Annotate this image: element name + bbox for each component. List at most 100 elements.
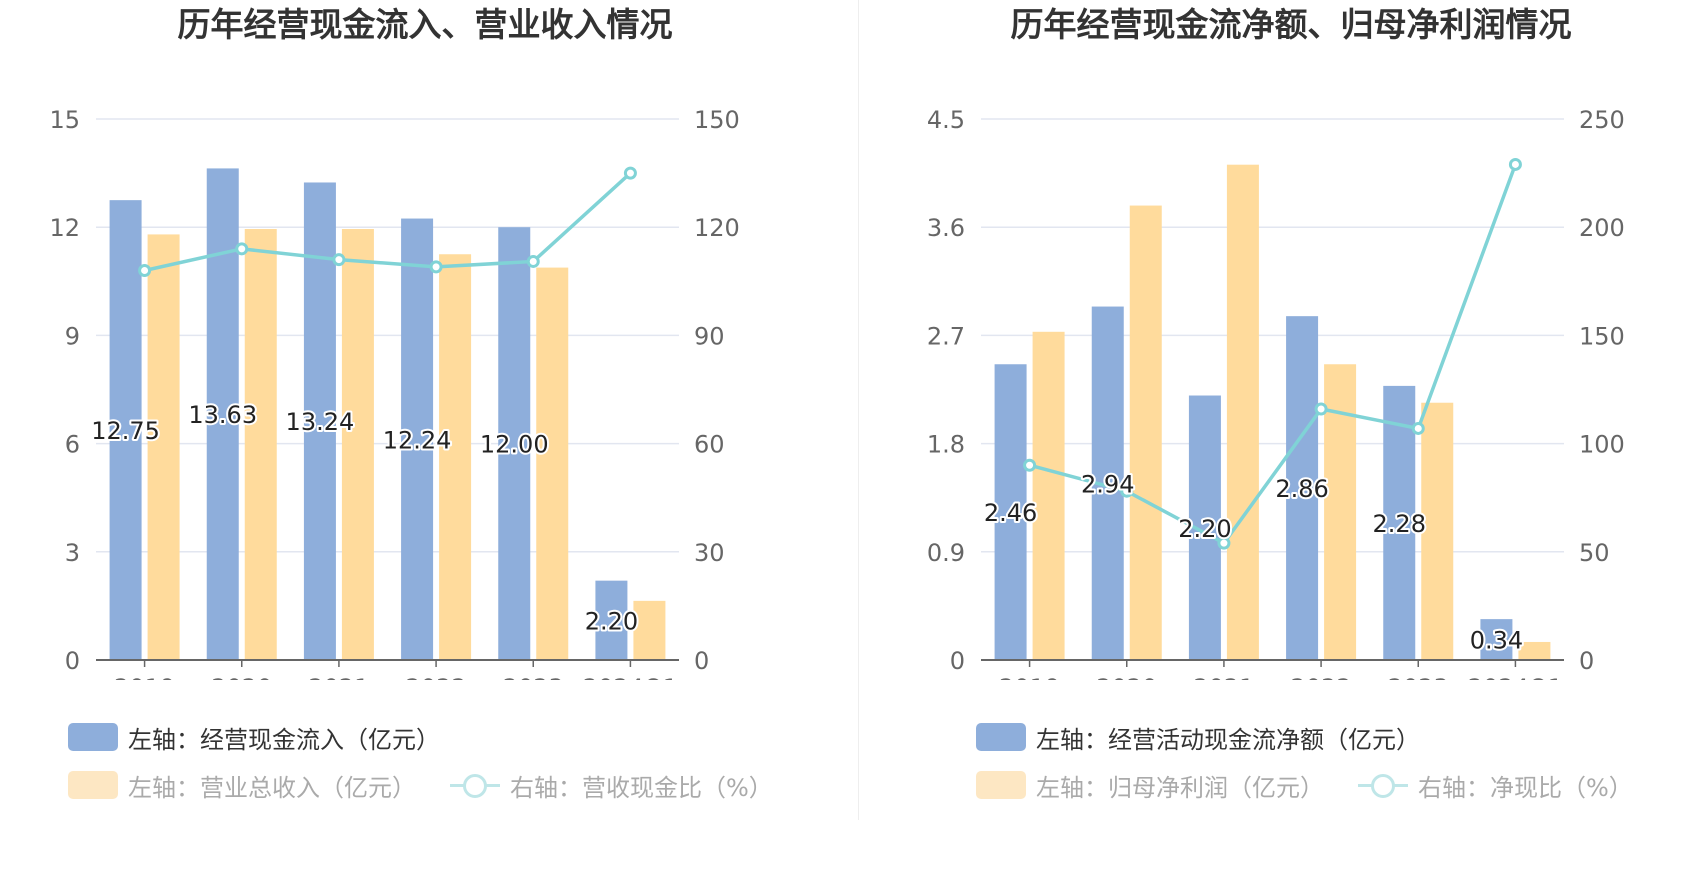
x-axis-tick-label: 2020: [1096, 674, 1157, 680]
bar-2020-series2[interactable]: [1129, 205, 1162, 660]
ratio-point-2021[interactable]: [1217, 536, 1231, 550]
ratio-point-2024Q1[interactable]: [623, 166, 637, 180]
left-legend-ratio[interactable]: 右轴：营收现金比（%）: [450, 768, 773, 803]
bar-2021-series2[interactable]: [341, 229, 374, 660]
x-axis-tick-label: 2022: [406, 674, 467, 680]
ratio-point-2019[interactable]: [1023, 458, 1037, 472]
legend-label: 左轴：经营现金流入（亿元）: [128, 725, 440, 754]
data-label-2024Q1: 2.20: [585, 607, 638, 635]
right-axis-tick-label: 0: [694, 647, 709, 675]
right-axis-tick-label: 100: [1579, 431, 1625, 459]
data-label-2023: 2.28: [1373, 510, 1426, 538]
ratio-point-2023[interactable]: [1411, 421, 1425, 435]
x-axis-tick-label: 2024Q1: [1468, 674, 1563, 680]
ratio-line: [144, 171, 632, 273]
right-legend-ratio[interactable]: 右轴：净现比（%）: [1358, 768, 1633, 803]
right-axis-tick-label: 90: [694, 322, 725, 350]
legend-label: 右轴：营收现金比（%）: [510, 773, 773, 802]
bar-2021-series2[interactable]: [1226, 164, 1259, 660]
right-axis-tick-label: 150: [1579, 322, 1625, 350]
x-axis-tick-label: 2019: [114, 674, 175, 680]
legend-swatch-blue: [68, 723, 118, 751]
right-legend-row-1: 左轴：经营活动现金流净额（亿元）: [976, 720, 1454, 755]
left-axis-tick-label: 9: [65, 322, 80, 350]
left-chart-title: 历年经营现金流入、营业收入情况: [177, 5, 673, 44]
bar-2024Q1-series2[interactable]: [1518, 641, 1551, 660]
bar-2023-series2[interactable]: [536, 267, 569, 660]
ratio-point-2022[interactable]: [1314, 402, 1328, 416]
ratio-point-2020[interactable]: [1120, 484, 1134, 498]
left-axis-tick-label: 6: [65, 431, 80, 459]
bar-2020-series2[interactable]: [244, 229, 277, 660]
right-legend-net-cash[interactable]: 左轴：经营活动现金流净额（亿元）: [976, 720, 1420, 755]
bar-2019-series1[interactable]: [994, 364, 1027, 660]
legend-swatch-orange: [976, 771, 1026, 799]
bar-2019-series2[interactable]: [1032, 331, 1065, 660]
data-label-2024Q1: 0.34: [1470, 627, 1523, 655]
bar-2021-series1[interactable]: [303, 182, 336, 660]
bar-2022-series2[interactable]: [439, 254, 472, 660]
data-label-2019: 2.46: [984, 499, 1037, 527]
right-axis-tick-label: 60: [694, 431, 725, 459]
bar-2024Q1-series1[interactable]: [1480, 619, 1513, 660]
right-axis-tick-label: 120: [694, 214, 740, 242]
bar-2023-series2[interactable]: [1421, 402, 1454, 660]
right-axis-tick-label: 0: [1579, 647, 1594, 675]
x-axis-tick-label: 2022: [1291, 674, 1352, 680]
ratio-point-2020[interactable]: [235, 242, 249, 256]
x-axis-tick-label: 2020: [211, 674, 272, 680]
bar-2024Q1-series2[interactable]: [633, 600, 666, 660]
bar-2019-series1[interactable]: [109, 200, 142, 660]
bar-2022-series1[interactable]: [1286, 316, 1319, 660]
data-label-2022: 12.24: [383, 426, 452, 454]
left-legend-cash-inflow[interactable]: 左轴：经营现金流入（亿元）: [68, 720, 440, 755]
left-axis-tick-label: 12: [49, 214, 80, 242]
left-axis-tick-label: 0.9: [927, 539, 965, 567]
left-chart-panel: 历年经营现金流入、营业收入情况 0 0 3 30 6 60 9 90 12 120 15 150 201…: [49, 5, 773, 803]
ratio-line: [1029, 163, 1518, 546]
left-axis-tick-label: 4.5: [927, 106, 965, 134]
legend-label: 左轴：经营活动现金流净额（亿元）: [1036, 725, 1420, 754]
bar-2023-series1[interactable]: [498, 227, 531, 660]
right-axis-tick-label: 200: [1579, 214, 1625, 242]
ratio-point-2021[interactable]: [332, 253, 346, 267]
x-axis-tick-label: 2023: [503, 674, 564, 680]
right-axis-tick-label: 250: [1579, 106, 1625, 134]
right-legend-row-2: 左轴：归母净利润（亿元） 右轴：净现比（%）: [976, 768, 1667, 803]
x-axis-tick-label: 2021: [308, 674, 369, 680]
data-label-2021: 2.20: [1178, 515, 1231, 543]
x-axis-tick-label: 2019: [999, 674, 1060, 680]
left-axis-tick-label: 3: [65, 539, 80, 567]
right-chart-plot: 0 0 0.9 50 1.8 100 2.7 150 3.6 200 4.5 250 2019 2020 2…: [927, 106, 1625, 680]
bar-2022-series2[interactable]: [1324, 364, 1357, 660]
x-axis-tick-label: 2023: [1388, 674, 1449, 680]
right-axis-tick-label: 150: [694, 106, 740, 134]
bar-2022-series1[interactable]: [401, 218, 434, 660]
right-axis-tick-label: 30: [694, 539, 725, 567]
left-axis-tick-label: 3.6: [927, 214, 965, 242]
data-label-2020: 2.94: [1081, 470, 1134, 498]
panel-divider: [858, 0, 859, 820]
legend-line-circle-icon: [1358, 771, 1408, 799]
data-label-2022: 2.86: [1275, 475, 1328, 503]
left-chart-plot: 0 0 3 30 6 60 9 90 12 120 15 150 2019 2020 2021 2022 202…: [49, 106, 740, 680]
left-axis-tick-label: 2.7: [927, 322, 965, 350]
bar-2023-series1[interactable]: [1383, 385, 1416, 660]
data-label-2023: 12.00: [480, 431, 549, 459]
legend-label: 左轴：营业总收入（亿元）: [128, 773, 416, 802]
bar-2024Q1-series1[interactable]: [595, 580, 628, 660]
legend-label: 右轴：净现比（%）: [1418, 773, 1633, 802]
ratio-point-2024Q1[interactable]: [1508, 157, 1522, 171]
ratio-point-2023[interactable]: [526, 254, 540, 268]
data-label-2020: 13.63: [188, 401, 257, 429]
left-axis-tick-label: 1.8: [927, 431, 965, 459]
right-chart-panel: 历年经营现金流净额、归母净利润情况 0 0 0.9 50 1.8 100 2.7 150 3.6…: [866, 0, 1700, 874]
legend-line-circle-icon: [450, 771, 500, 799]
left-legend-revenue[interactable]: 左轴：营业总收入（亿元）: [68, 768, 416, 803]
left-axis-tick-label: 15: [49, 106, 80, 134]
ratio-point-2019[interactable]: [138, 263, 152, 277]
data-label-2019: 12.75: [91, 417, 160, 445]
bar-2019-series2[interactable]: [147, 234, 180, 660]
ratio-point-2022[interactable]: [429, 260, 443, 274]
right-legend-net-profit[interactable]: 左轴：归母净利润（亿元）: [976, 768, 1324, 803]
